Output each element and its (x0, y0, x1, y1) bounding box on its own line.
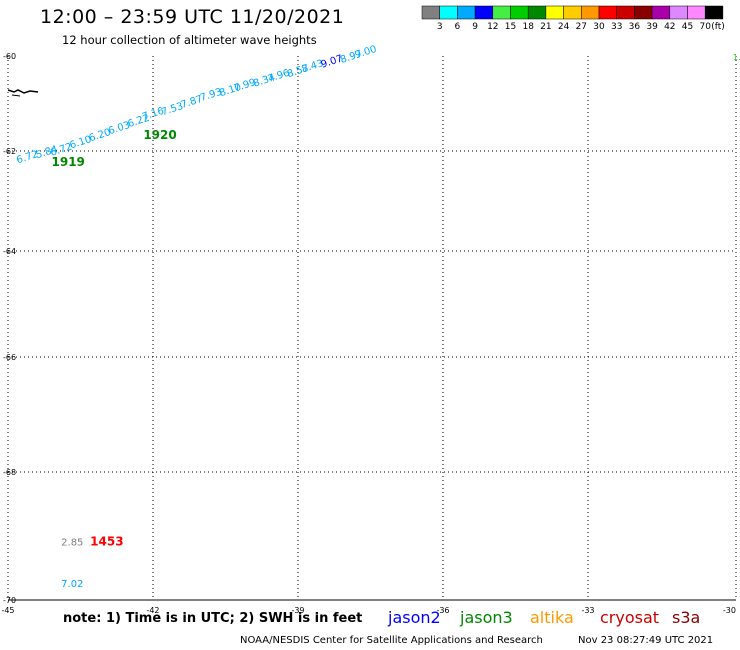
footer-timestamp: Nov 23 08:27:49 UTC 2021 (578, 635, 714, 646)
satellite-label-altika: altika (530, 608, 574, 627)
colorbar-swatch (616, 5, 635, 20)
pass-time-label: 1920 (143, 128, 176, 142)
colorbar-swatch (669, 5, 688, 20)
y-tick-label: -66 (3, 353, 16, 362)
y-tick-label: -70 (3, 596, 16, 605)
y-tick-label: -64 (3, 247, 16, 256)
colorbar-label: 24 (558, 22, 570, 32)
pass-time-label: 1453 (90, 535, 123, 549)
x-tick-label: -30 (723, 606, 736, 615)
partial-label: 1. (733, 53, 740, 62)
island-outline (11, 94, 21, 97)
tick-labels: -60 -62 -64 -66 -68 -70-45 -42 -39 -36 -33 -30 1. (1, 52, 740, 615)
colorbar-label: 3 (437, 22, 443, 32)
footer-credit: NOAA/NESDIS Center for Satellite Applica… (240, 635, 543, 646)
x-tick-label: -36 (436, 606, 449, 615)
footer-note: note: 1) Time is in UTC; 2) SWH is in fe… (63, 611, 363, 626)
colorbar-swatch (545, 5, 564, 20)
colorbar-swatch (510, 5, 529, 20)
colorbar-swatch (563, 5, 582, 20)
swh-value-label: 9.00 (354, 44, 379, 61)
colorbar-swatch (634, 5, 653, 20)
colorbar-label: 6 (455, 22, 461, 32)
y-tick-label: -60 (3, 52, 16, 61)
swh-value-label: 2.85 (61, 538, 83, 549)
satellite-label-s3a: s3a (672, 608, 701, 627)
page-title: 12:00 – 23:59 UTC 11/20/2021 (40, 6, 345, 28)
colorbar-label: 12 (487, 22, 498, 32)
colorbar-label: 18 (522, 22, 534, 32)
island-outline (7, 89, 39, 94)
colorbar-swatch (474, 5, 494, 20)
colorbar-label: 21 (540, 22, 551, 32)
colorbar-label: 9 (472, 22, 478, 32)
colorbar-swatch (492, 5, 511, 20)
swh-value-label: 7.02 (61, 579, 83, 590)
colorbar-swatch (598, 5, 617, 20)
x-tick-label: -45 (1, 606, 14, 615)
colorbar-label: 42 (664, 22, 675, 32)
colorbar-swatch (651, 5, 671, 20)
colorbar-label: 45 (682, 22, 693, 32)
x-tick-label: -33 (581, 606, 594, 615)
colorbar-swatch (439, 5, 458, 20)
colorbar-label: 15 (505, 22, 516, 32)
colorbar-label: 33 (611, 22, 622, 32)
colorbar-swatch (581, 5, 600, 20)
colorbar-swatch (421, 5, 440, 20)
colorbar: 3 6 9 12 15 18 21 24 27 30 33 36 39 42 45 70 (ft) (421, 5, 725, 32)
chart-grid (8, 56, 736, 600)
colorbar-label: 30 (593, 22, 605, 32)
colorbar-swatch (527, 5, 547, 20)
coastline-fragment (7, 89, 39, 97)
y-tick-label: -68 (3, 468, 16, 477)
axis-frame (7, 56, 737, 601)
satellite-label-jason2: jason2 (388, 608, 441, 627)
x-tick-label: -42 (146, 606, 159, 615)
pass-time-label: 1919 (52, 155, 85, 169)
page-subtitle: 12 hour collection of altimeter wave hei… (62, 33, 317, 47)
satellite-label-cryosat: cryosat (600, 608, 660, 627)
x-tick-label: -39 (291, 606, 304, 615)
colorbar-label: 36 (629, 22, 641, 32)
colorbar-unit: (ft) (711, 22, 725, 32)
y-tick-label: -62 (3, 147, 16, 156)
colorbar-label: 70 (699, 22, 711, 32)
data-marks: 6.725.846.726.106.206.036.227.167.537.87… (15, 44, 378, 590)
colorbar-swatch (704, 5, 724, 20)
colorbar-swatch (457, 5, 476, 20)
colorbar-swatch (687, 5, 706, 20)
satellite-label-jason3: jason3 (460, 608, 513, 627)
colorbar-label: 27 (576, 22, 587, 32)
colorbar-label: 39 (646, 22, 658, 32)
